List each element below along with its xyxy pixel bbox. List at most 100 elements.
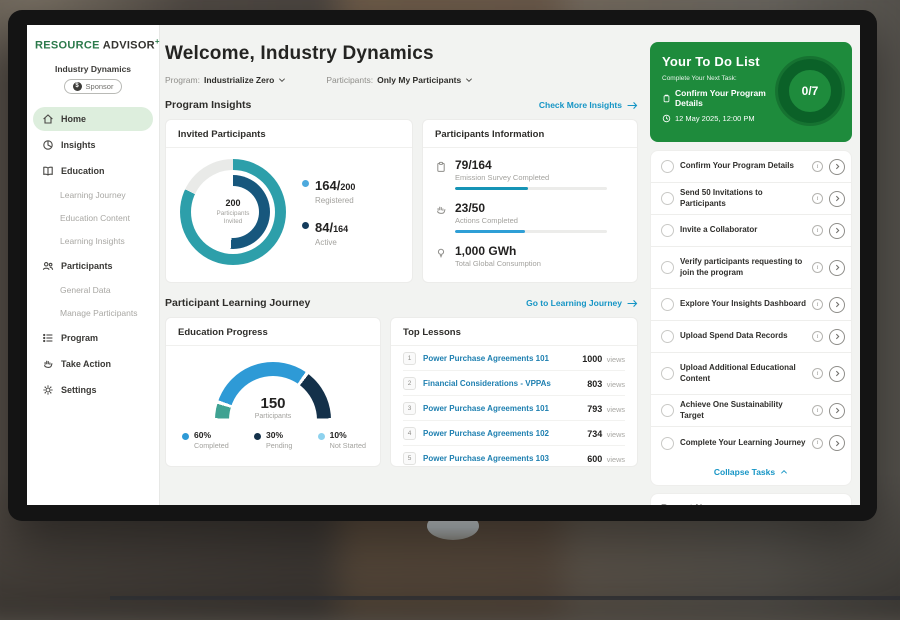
chevron-right-icon[interactable] bbox=[829, 159, 845, 175]
task-row[interactable]: Verify participants requesting to join t… bbox=[651, 247, 851, 289]
lesson-link[interactable]: Power Purchase Agreements 103 bbox=[423, 454, 580, 463]
sidebar-item-education[interactable]: Education bbox=[33, 159, 153, 183]
logo-part2: ADVISOR bbox=[103, 40, 155, 52]
info-icon[interactable]: i bbox=[812, 368, 823, 379]
donut-legend: 164/200 Registered 84/164 Active bbox=[302, 177, 355, 247]
sidebar-item-learning-journey[interactable]: Learning Journey bbox=[33, 185, 153, 206]
info-icon[interactable]: i bbox=[812, 161, 823, 172]
chevron-right-icon[interactable] bbox=[829, 366, 845, 382]
lesson-views: 1000 views bbox=[582, 349, 625, 367]
legend-bullet bbox=[318, 433, 325, 440]
task-row[interactable]: Confirm Your Program Details i bbox=[651, 151, 851, 183]
program-filter[interactable]: Program: Industrialize Zero bbox=[165, 75, 286, 85]
progress-fill bbox=[455, 187, 528, 190]
app-logo: RESOURCE ADVISOR+ bbox=[27, 37, 159, 52]
legend-bullet bbox=[254, 433, 261, 440]
chevron-right-icon[interactable] bbox=[829, 435, 845, 451]
sidebar-item-label: Education bbox=[61, 166, 105, 176]
chevron-right-icon[interactable] bbox=[829, 403, 845, 419]
sidebar-item-insights[interactable]: Insights bbox=[33, 133, 153, 157]
todo-summary-card: Your To Do List Complete Your Next Task:… bbox=[650, 42, 852, 142]
task-row[interactable]: Send 50 Invitations to Participants i bbox=[651, 183, 851, 215]
info-icon[interactable]: i bbox=[812, 262, 823, 273]
progress-fill bbox=[455, 230, 525, 233]
task-checkbox[interactable] bbox=[661, 224, 674, 237]
task-label: Upload Additional Educational Content bbox=[680, 363, 806, 384]
lesson-link[interactable]: Power Purchase Agreements 102 bbox=[423, 429, 580, 438]
info-icon[interactable]: i bbox=[812, 299, 823, 310]
legend-registered: 164/200 Registered bbox=[302, 177, 355, 205]
lesson-link[interactable]: Power Purchase Agreements 101 bbox=[423, 354, 575, 363]
sidebar-item-take-action[interactable]: Take Action bbox=[33, 352, 153, 376]
progress-track bbox=[455, 230, 607, 233]
sidebar-item-manage-participants[interactable]: Manage Participants bbox=[33, 303, 153, 324]
task-row[interactable]: Upload Spend Data Records i bbox=[651, 321, 851, 353]
task-checkbox[interactable] bbox=[661, 404, 674, 417]
sidebar-item-participants[interactable]: Participants bbox=[33, 254, 153, 278]
background-bottom-strip bbox=[110, 596, 900, 600]
lesson-link[interactable]: Financial Considerations - VPPAs bbox=[423, 379, 580, 388]
lesson-views: 734 views bbox=[587, 424, 625, 442]
sponsor-badge[interactable]: $ Sponsor bbox=[64, 79, 123, 94]
task-checkbox[interactable] bbox=[661, 261, 674, 274]
task-label: Explore Your Insights Dashboard bbox=[680, 299, 806, 309]
legend-active: 84/164 Active bbox=[302, 219, 355, 247]
sidebar-item-program[interactable]: Program bbox=[33, 326, 153, 350]
go-to-learning-journey-link[interactable]: Go to Learning Journey bbox=[526, 298, 638, 308]
task-checkbox[interactable] bbox=[661, 192, 674, 205]
sidebar-item-label: Insights bbox=[61, 140, 96, 150]
info-icon[interactable]: i bbox=[812, 225, 823, 236]
task-row[interactable]: Explore Your Insights Dashboard i bbox=[651, 289, 851, 321]
sponsor-badge-label: Sponsor bbox=[86, 82, 114, 91]
sidebar-item-education-content[interactable]: Education Content bbox=[33, 208, 153, 229]
info-icon[interactable]: i bbox=[812, 438, 823, 449]
chevron-right-icon[interactable] bbox=[829, 191, 845, 207]
chevron-right-icon[interactable] bbox=[829, 223, 845, 239]
chevron-right-icon[interactable] bbox=[829, 260, 845, 276]
org-name: Industry Dynamics bbox=[27, 64, 159, 74]
task-checkbox[interactable] bbox=[661, 330, 674, 343]
sidebar-item-label: Education Content bbox=[60, 213, 130, 223]
sidebar-item-home[interactable]: Home bbox=[33, 107, 153, 131]
task-row[interactable]: Invite a Collaborator i bbox=[651, 215, 851, 247]
chevron-right-icon[interactable] bbox=[829, 329, 845, 345]
info-icon[interactable]: i bbox=[812, 405, 823, 416]
participants-filter[interactable]: Participants: Only My Participants bbox=[326, 75, 473, 85]
sidebar-item-general-data[interactable]: General Data bbox=[33, 280, 153, 301]
task-checkbox[interactable] bbox=[661, 437, 674, 450]
logo-part1: RESOURCE bbox=[35, 40, 100, 52]
donut-center-value: 200 bbox=[225, 198, 240, 208]
task-checkbox[interactable] bbox=[661, 298, 674, 311]
task-row[interactable]: Upload Additional Educational Content i bbox=[651, 353, 851, 395]
education-progress-gauge: 150 Participants bbox=[215, 362, 331, 420]
stat-global-consumption: 1,000 GWh Total Global Consumption bbox=[435, 244, 623, 268]
task-row[interactable]: Complete Your Learning Journey i bbox=[651, 427, 851, 459]
invited-participants-title: Invited Participants bbox=[166, 120, 412, 148]
check-more-insights-link[interactable]: Check More Insights bbox=[539, 100, 638, 110]
sidebar-item-settings[interactable]: Settings bbox=[33, 378, 153, 402]
education-progress-title: Education Progress bbox=[166, 318, 380, 346]
task-label: Complete Your Learning Journey bbox=[680, 438, 806, 448]
collapse-tasks-link[interactable]: Collapse Tasks bbox=[651, 459, 851, 485]
task-label: Achieve One Sustainability Target bbox=[680, 400, 806, 421]
info-icon[interactable]: i bbox=[812, 193, 823, 204]
sidebar-item-learning-insights[interactable]: Learning Insights bbox=[33, 231, 153, 252]
stat-caption: Actions Completed bbox=[455, 216, 607, 225]
task-label: Verify participants requesting to join t… bbox=[680, 257, 806, 278]
lesson-row: 1 Power Purchase Agreements 101 1000 vie… bbox=[403, 346, 625, 371]
task-row[interactable]: Achieve One Sustainability Target i bbox=[651, 395, 851, 427]
participants-filter-label: Participants: bbox=[326, 75, 373, 85]
lesson-row: 2 Financial Considerations - VPPAs 803 v… bbox=[403, 371, 625, 396]
sidebar-item-label: Learning Insights bbox=[60, 236, 125, 246]
chevron-down-icon bbox=[278, 76, 286, 84]
chevron-right-icon[interactable] bbox=[829, 297, 845, 313]
stat-caption: Emission Survey Completed bbox=[455, 173, 607, 182]
task-checkbox[interactable] bbox=[661, 367, 674, 380]
participants-filter-value: Only My Participants bbox=[377, 75, 461, 85]
info-icon[interactable]: i bbox=[812, 331, 823, 342]
check-more-insights-label: Check More Insights bbox=[539, 100, 622, 110]
lesson-link[interactable]: Power Purchase Agreements 101 bbox=[423, 404, 580, 413]
filters-row: Program: Industrialize Zero Participants… bbox=[165, 75, 638, 85]
sidebar-nav: Home Insights Education Learning Journey… bbox=[27, 106, 159, 403]
task-checkbox[interactable] bbox=[661, 160, 674, 173]
